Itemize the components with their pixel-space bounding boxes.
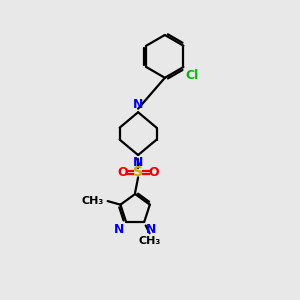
Text: N: N: [133, 156, 143, 169]
Text: N: N: [114, 223, 124, 236]
Text: N: N: [133, 98, 143, 111]
Text: N: N: [146, 223, 156, 236]
Text: CH₃: CH₃: [138, 236, 161, 246]
Text: Cl: Cl: [186, 69, 199, 82]
Text: O: O: [117, 166, 128, 179]
Text: CH₃: CH₃: [82, 196, 104, 206]
Text: O: O: [148, 166, 159, 179]
Text: S: S: [133, 165, 143, 179]
